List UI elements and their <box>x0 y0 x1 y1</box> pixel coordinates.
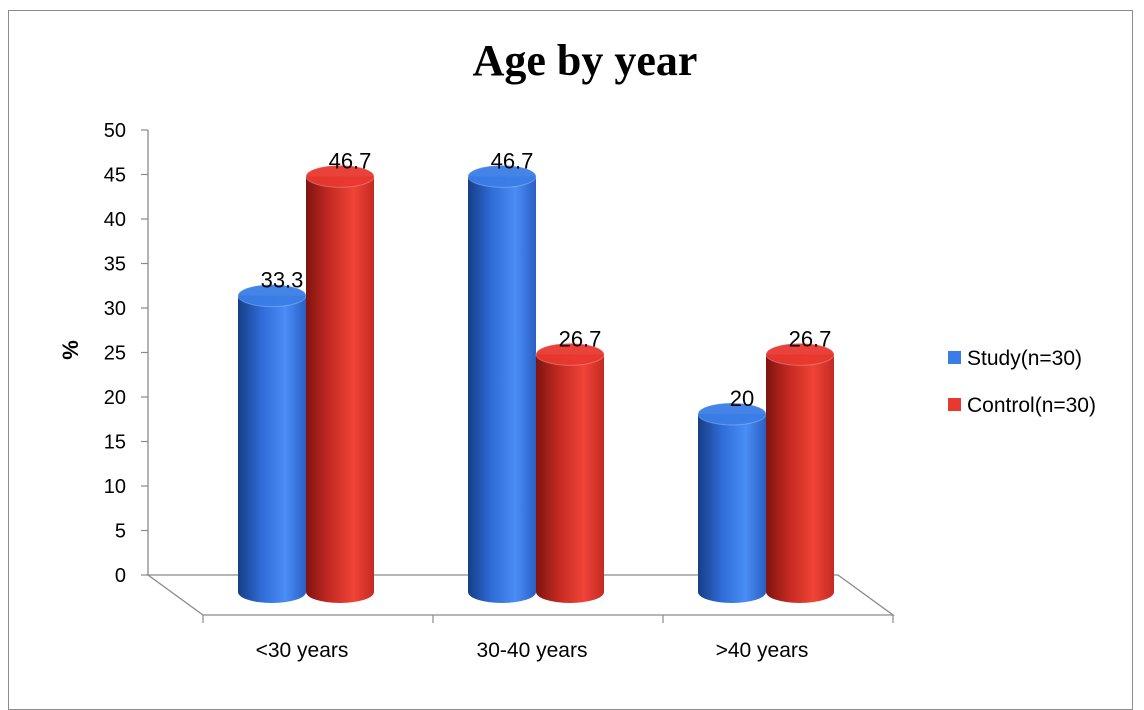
bar-cap <box>766 343 834 366</box>
data-label: 26.7 <box>789 326 832 351</box>
bar-body <box>766 354 834 603</box>
y-tick-label: 50 <box>104 120 126 142</box>
bar-cap <box>238 284 306 307</box>
bar <box>535 342 605 603</box>
bar-cap-outline <box>467 164 537 188</box>
y-tick-label: 25 <box>104 343 126 365</box>
legend-swatch <box>948 398 961 411</box>
legend-label: Study(n=30) <box>967 347 1082 370</box>
x-axis <box>202 615 894 623</box>
bar-cap <box>698 403 766 425</box>
category-label: 30-40 years <box>477 639 588 662</box>
y-tick-label: 10 <box>104 476 126 498</box>
bar <box>765 342 835 603</box>
bar <box>237 284 307 603</box>
y-axis: 0 5 10 15 20 25 30 35 40 45 50 <box>104 120 149 587</box>
bar-chart: Age by year 0 5 10 15 20 25 30 35 40 45 50 33.3 46.… <box>58 36 1096 662</box>
category-labels: <30 years 30-40 years >40 years <box>256 639 809 662</box>
category-label: >40 years <box>716 639 809 662</box>
data-label: 26.7 <box>559 326 602 351</box>
y-axis-label: % <box>58 340 83 360</box>
y-tick-label: 45 <box>104 165 126 187</box>
y-tick-label: 0 <box>115 565 126 587</box>
legend: Study(n=30) Control(n=30) <box>948 347 1096 417</box>
bar <box>697 402 767 603</box>
bar-cap-outline <box>535 342 605 366</box>
bar-body <box>536 354 604 603</box>
bar <box>467 164 537 603</box>
bars <box>237 164 835 603</box>
legend-label: Control(n=30) <box>967 394 1096 417</box>
legend-swatch <box>948 351 961 364</box>
bar-cap <box>536 343 604 366</box>
bar-body <box>238 295 306 603</box>
y-tick-label: 20 <box>104 387 126 409</box>
y-tick-label: 35 <box>104 254 126 276</box>
legend-item: Study(n=30) <box>948 347 1082 370</box>
data-label: 20 <box>730 386 754 411</box>
y-tick-label: 30 <box>104 298 126 320</box>
bar <box>305 164 375 603</box>
data-label: 46.7 <box>491 148 534 173</box>
bar-cap <box>306 165 374 188</box>
category-label: <30 years <box>256 639 349 662</box>
data-label: 33.3 <box>261 268 304 293</box>
y-tick-label: 5 <box>115 521 126 543</box>
bar-body <box>468 176 536 603</box>
y-tick-label: 15 <box>104 432 126 454</box>
data-labels: 33.3 46.7 46.7 26.7 20 26.7 <box>261 148 832 411</box>
bar-cap <box>468 165 536 188</box>
bar-body <box>698 414 766 603</box>
legend-item: Control(n=30) <box>948 394 1096 417</box>
bar-cap-outline <box>765 342 835 366</box>
chart-title: Age by year <box>473 36 698 85</box>
y-tick-label: 40 <box>104 209 126 231</box>
bar-body <box>306 176 374 603</box>
data-label: 46.7 <box>329 148 372 173</box>
bar-cap-outline <box>305 164 375 188</box>
